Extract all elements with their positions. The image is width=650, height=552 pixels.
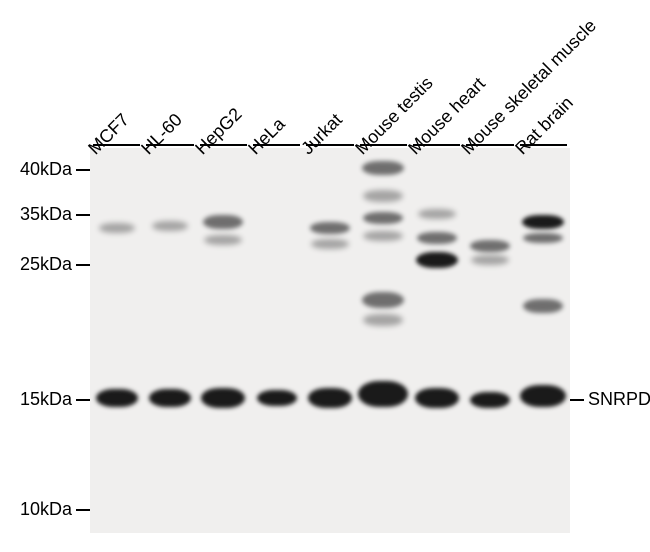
blot-band — [363, 314, 403, 326]
blot-band — [201, 388, 245, 408]
blot-band — [310, 222, 350, 234]
target-tick — [570, 399, 584, 401]
mw-tick — [76, 509, 90, 511]
blot-band — [522, 215, 564, 229]
mw-tick — [76, 214, 90, 216]
blot-band — [363, 190, 403, 202]
mw-label: 40kDa — [0, 159, 72, 180]
blot-band — [470, 240, 510, 252]
mw-label: 10kDa — [0, 499, 72, 520]
blot-band — [523, 233, 563, 243]
blot-band — [471, 255, 509, 265]
blot-band — [363, 231, 403, 241]
blot-band — [257, 390, 297, 406]
blot-band — [308, 388, 352, 408]
blot-band — [152, 221, 188, 231]
mw-tick — [76, 264, 90, 266]
mw-label: 35kDa — [0, 204, 72, 225]
blot-band — [416, 252, 458, 268]
blot-band — [311, 239, 349, 249]
blot-band — [520, 385, 566, 407]
mw-label: 15kDa — [0, 389, 72, 410]
blot-band — [523, 299, 563, 313]
mw-tick — [76, 169, 90, 171]
blot-band — [363, 212, 403, 224]
blot-band — [418, 209, 456, 219]
blot-band — [417, 232, 457, 244]
blot-band — [415, 388, 459, 408]
mw-label: 25kDa — [0, 254, 72, 275]
blot-figure: MCF7HL-60HepG2HeLaJurkatMouse testisMous… — [0, 0, 650, 552]
mw-tick — [76, 399, 90, 401]
blot-band — [362, 161, 404, 175]
blot-band — [99, 223, 135, 233]
target-label: SNRPD2 — [588, 389, 650, 410]
blot-band — [358, 381, 408, 407]
blot-band — [470, 392, 510, 408]
blot-membrane — [90, 148, 570, 533]
blot-band — [204, 235, 242, 245]
blot-band — [362, 292, 404, 308]
blot-band — [203, 215, 243, 229]
blot-band — [96, 389, 138, 407]
blot-band — [149, 389, 191, 407]
